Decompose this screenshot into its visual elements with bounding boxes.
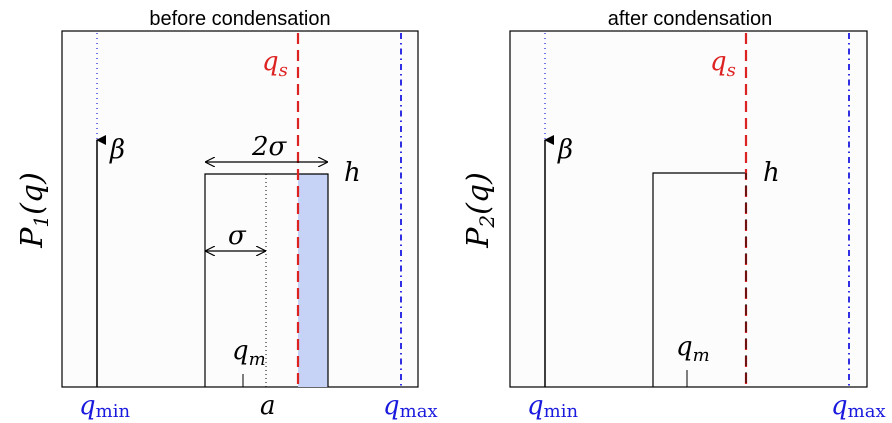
panel-after: after condensation P2(q) β qs h qm qmin … [461,8,886,422]
qm-label: qm [232,336,266,370]
plot-frame [509,30,868,388]
qs-label: qs [710,47,736,81]
qm-label: qm [676,332,710,366]
plot-frame [61,30,419,388]
a-label: a [260,391,276,421]
qmax-label: qmax [383,391,438,422]
two-sigma-label: 2σ [251,132,288,162]
qmax-label: qmax [831,391,886,422]
sigma-label: σ [228,221,247,251]
beta-label: β [109,135,125,165]
beta-label: β [557,135,573,165]
h-label: h [763,158,780,188]
y-axis-label: P1(q) [15,172,53,249]
qmin-label: qmin [527,391,578,422]
y-axis-label: P2(q) [461,172,499,249]
h-label: h [344,158,361,188]
qs-label: qs [262,47,288,81]
qmin-label: qmin [79,391,130,422]
box-distribution [652,172,746,387]
shaded-excess [298,174,328,387]
panel-title: after condensation [608,8,773,30]
panel-before: before condensation P1(q) β qs 2σ σ h qm [15,8,438,422]
panel-title: before condensation [149,8,330,30]
